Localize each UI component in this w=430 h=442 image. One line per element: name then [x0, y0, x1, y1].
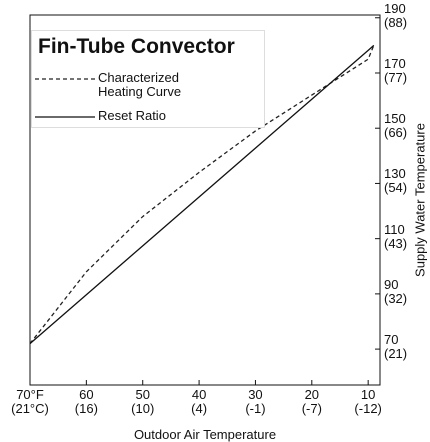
legend-label: Reset Ratio [98, 108, 166, 123]
y-tick-label: 130 (54) [384, 166, 408, 196]
y-tick-label: 190 (88) [384, 0, 408, 30]
series-line [29, 45, 375, 344]
legend-label: Characterized Heating Curve [98, 70, 182, 99]
x-tick-label: 20 (-7) [301, 387, 322, 416]
legend-swatch [35, 78, 95, 80]
y-tick-label: 70 (21) [384, 332, 408, 362]
legend-swatch [35, 116, 95, 118]
legend: Fin-Tube Convector Characterized Heating… [31, 30, 265, 128]
x-tick-label: 70°F (21°C) [11, 387, 49, 416]
chart-title: Fin-Tube Convector [38, 35, 235, 58]
series-line [29, 44, 375, 345]
x-tick-label: 50 (10) [131, 387, 155, 416]
y-tick-label: 150 (66) [384, 111, 408, 141]
x-tick-label: 30 (-1) [245, 387, 266, 416]
y-tick-label: 110 (43) [384, 221, 408, 251]
y-tick-label: 170 (77) [384, 55, 408, 85]
x-axis-label: Outdoor Air Temperature [133, 427, 277, 442]
x-tick-label: 60 (16) [74, 387, 98, 416]
x-tick-label: 40 (4) [191, 387, 208, 416]
y-tick-label: 90 (32) [384, 276, 408, 306]
y-axis-label: Supply Water Temperature [412, 123, 428, 277]
x-tick-label: 10 (-12) [354, 387, 382, 416]
plot-frame [29, 14, 381, 386]
